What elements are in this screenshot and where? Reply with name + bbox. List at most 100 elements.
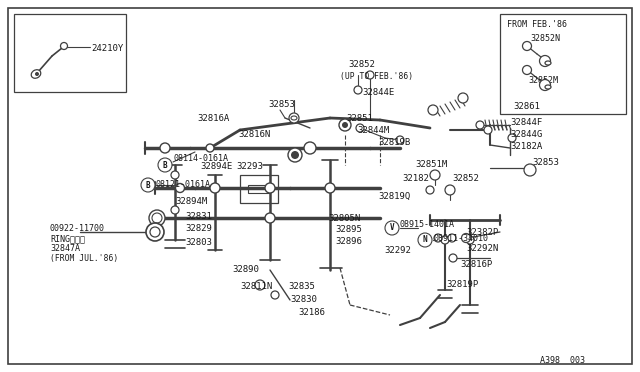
Circle shape: [206, 144, 214, 152]
Text: B: B: [163, 160, 167, 170]
Bar: [248, 185, 270, 193]
Text: 32830: 32830: [290, 295, 317, 304]
Circle shape: [449, 254, 457, 262]
Text: 08911-34010: 08911-34010: [434, 234, 489, 243]
Circle shape: [146, 223, 164, 241]
Text: 32811N: 32811N: [240, 282, 272, 291]
Circle shape: [426, 186, 434, 194]
Text: 32894E: 32894E: [200, 162, 232, 171]
Text: 32851: 32851: [346, 114, 373, 123]
Text: 32852N: 32852N: [530, 34, 560, 43]
Circle shape: [458, 93, 468, 103]
Text: 32182A: 32182A: [510, 142, 542, 151]
Circle shape: [149, 210, 165, 226]
Text: 32819B: 32819B: [378, 138, 410, 147]
Circle shape: [265, 213, 275, 223]
Circle shape: [35, 72, 39, 76]
Circle shape: [508, 134, 516, 142]
Circle shape: [271, 291, 279, 299]
Circle shape: [366, 71, 374, 79]
Circle shape: [524, 164, 536, 176]
Circle shape: [141, 178, 155, 192]
Text: 32829: 32829: [185, 224, 212, 233]
Text: 32292: 32292: [384, 246, 411, 255]
Circle shape: [354, 86, 362, 94]
Circle shape: [540, 80, 550, 90]
Circle shape: [522, 65, 531, 74]
Text: 32853: 32853: [532, 158, 559, 167]
Text: V: V: [390, 224, 394, 232]
Text: (UP TO FEB.'86): (UP TO FEB.'86): [340, 72, 413, 81]
Text: 08915-1401A: 08915-1401A: [400, 220, 455, 229]
Text: 32819P: 32819P: [446, 280, 478, 289]
Bar: [240, 175, 278, 203]
Text: FROM FEB.'86: FROM FEB.'86: [507, 20, 567, 29]
Ellipse shape: [545, 85, 551, 89]
Circle shape: [171, 171, 179, 179]
Text: 32382P: 32382P: [466, 228, 499, 237]
Circle shape: [289, 113, 299, 123]
Text: 32852: 32852: [348, 60, 375, 69]
Circle shape: [461, 234, 470, 243]
Text: 32805N: 32805N: [328, 214, 360, 223]
Circle shape: [445, 185, 455, 195]
Circle shape: [385, 221, 399, 235]
Circle shape: [484, 126, 492, 134]
Text: 32844M: 32844M: [357, 126, 389, 135]
Text: 00922-11700: 00922-11700: [50, 224, 105, 233]
Circle shape: [304, 142, 316, 154]
Text: N: N: [422, 235, 428, 244]
Circle shape: [434, 234, 442, 242]
Bar: [14, 14, 126, 92]
Circle shape: [171, 206, 179, 214]
Text: 32896: 32896: [335, 237, 362, 246]
Text: 32835: 32835: [288, 282, 315, 291]
Text: 32861: 32861: [513, 102, 540, 111]
Circle shape: [339, 119, 351, 131]
Text: 32293: 32293: [236, 162, 263, 171]
Text: 32852M: 32852M: [528, 76, 558, 85]
Circle shape: [150, 227, 160, 237]
Text: 32816N: 32816N: [238, 130, 270, 139]
Ellipse shape: [545, 61, 551, 65]
Text: A398  003: A398 003: [540, 356, 585, 365]
Text: 32816P: 32816P: [460, 260, 492, 269]
Text: (FROM JUL.'86): (FROM JUL.'86): [50, 254, 118, 263]
Text: 32847A: 32847A: [50, 244, 80, 253]
Text: 08121-0161A: 08121-0161A: [156, 180, 211, 189]
Circle shape: [540, 55, 550, 67]
Circle shape: [466, 236, 474, 244]
Circle shape: [448, 234, 456, 242]
Circle shape: [61, 42, 67, 49]
Circle shape: [522, 42, 531, 51]
Circle shape: [152, 213, 162, 223]
Text: 32890: 32890: [232, 265, 259, 274]
Text: 32186: 32186: [298, 308, 325, 317]
Text: 32819Q: 32819Q: [378, 192, 410, 201]
Circle shape: [396, 136, 404, 144]
Text: 32853: 32853: [268, 100, 295, 109]
Text: 32844G: 32844G: [510, 130, 542, 139]
Text: 32831: 32831: [185, 212, 212, 221]
Circle shape: [325, 183, 335, 193]
Circle shape: [175, 183, 184, 192]
Text: 32803: 32803: [185, 238, 212, 247]
Circle shape: [441, 236, 449, 244]
Ellipse shape: [31, 70, 41, 78]
Circle shape: [160, 143, 170, 153]
Circle shape: [288, 148, 302, 162]
Text: 32182: 32182: [402, 174, 429, 183]
Circle shape: [265, 183, 275, 193]
Text: RINGリング: RINGリング: [50, 234, 85, 243]
Ellipse shape: [291, 116, 297, 120]
Text: 32852: 32852: [452, 174, 479, 183]
Circle shape: [255, 280, 265, 290]
Text: 32816A: 32816A: [198, 114, 230, 123]
Text: 08114-0161A: 08114-0161A: [174, 154, 229, 163]
Bar: [500, 14, 626, 114]
Text: 32851M: 32851M: [415, 160, 447, 169]
Text: 32292N: 32292N: [466, 244, 499, 253]
Text: 32895: 32895: [335, 225, 362, 234]
Circle shape: [158, 158, 172, 172]
Circle shape: [418, 233, 432, 247]
